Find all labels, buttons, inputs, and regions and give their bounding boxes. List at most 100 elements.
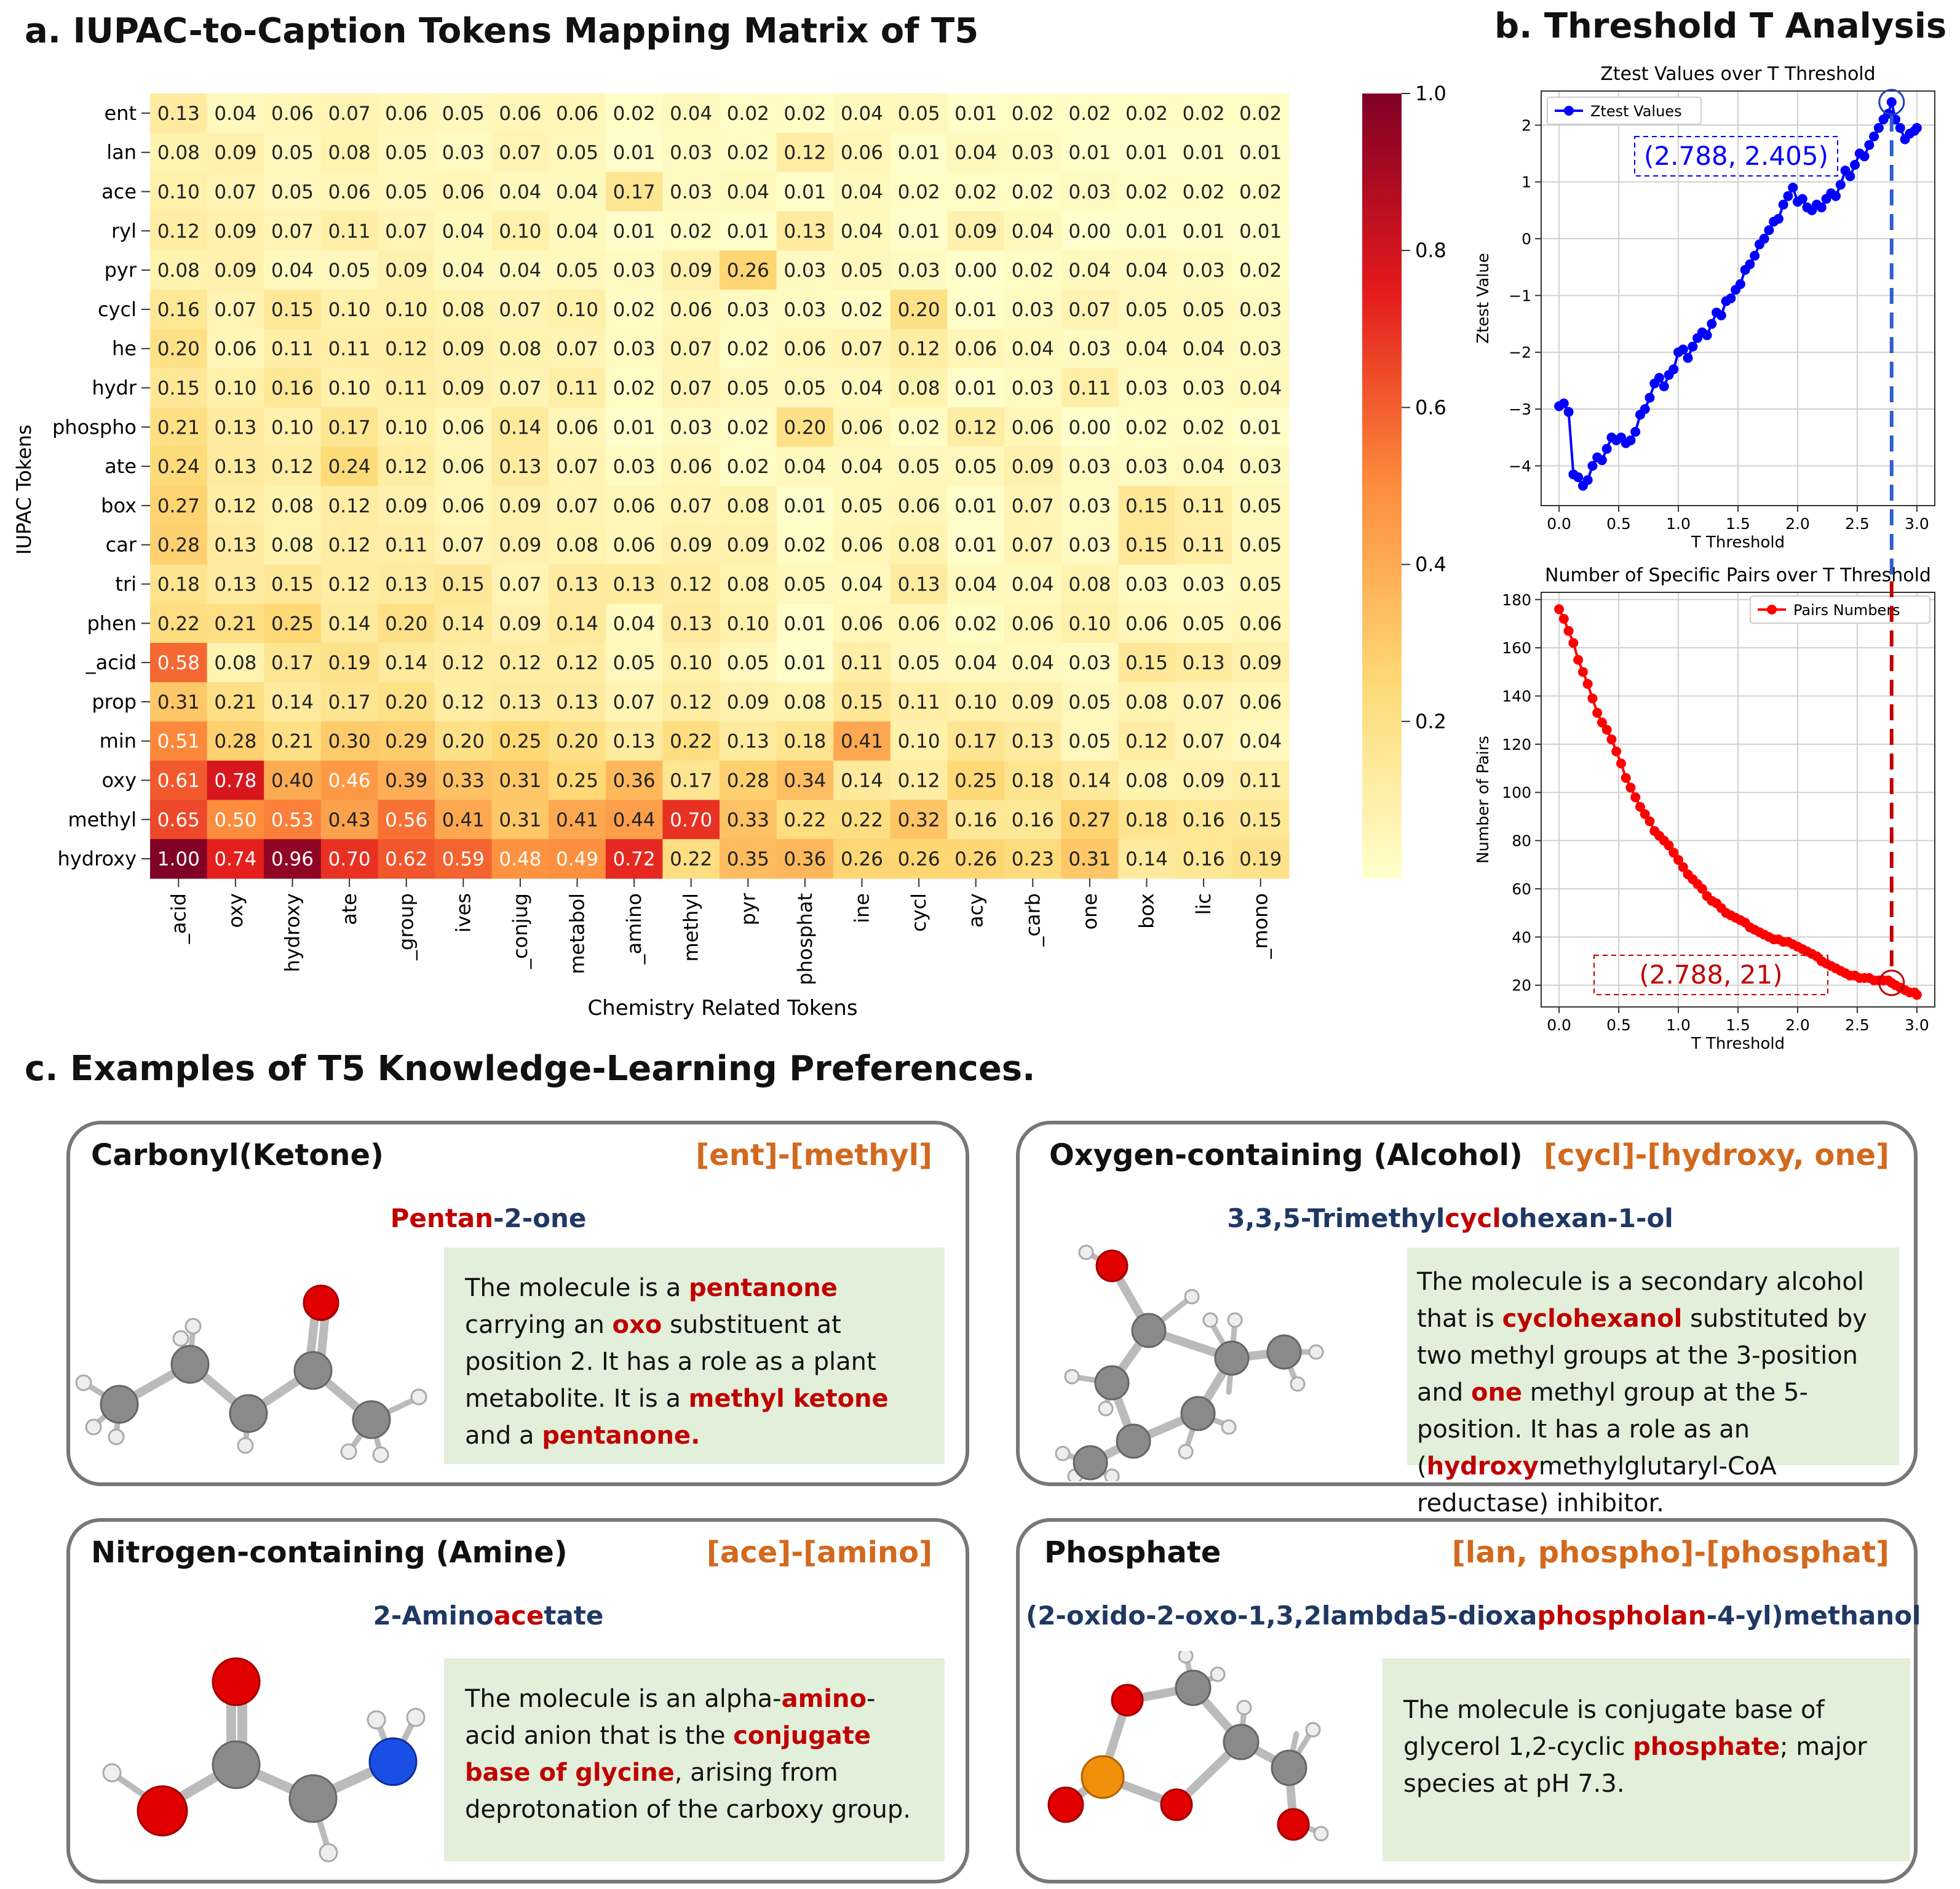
heatmap-cell-value: 0.72 <box>613 848 656 870</box>
heatmap-cell-value: 0.08 <box>898 535 940 557</box>
heatmap-cell <box>1061 682 1119 722</box>
heatmap-cell-value: 0.12 <box>670 574 712 596</box>
heatmap-cell <box>720 290 777 330</box>
heatmap-cell <box>1061 721 1119 762</box>
data-point <box>1891 114 1900 125</box>
heatmap-cell <box>264 172 322 212</box>
heatmap-cell-value: 0.13 <box>1012 731 1054 753</box>
heatmap-cell <box>264 603 322 643</box>
heatmap-cell-value: 0.09 <box>670 535 712 557</box>
heatmap-cell-value: 0.02 <box>784 103 826 125</box>
heatmap-cell-value: 0.15 <box>1125 535 1168 557</box>
highlighted-token: phosphate <box>1633 1733 1780 1761</box>
heatmap-cell <box>1232 132 1290 173</box>
data-point <box>1845 171 1855 181</box>
text-segment: ohexan-1-ol <box>1501 1203 1673 1233</box>
data-point <box>1759 234 1769 244</box>
heatmap-cell-value: 0.07 <box>1068 299 1111 321</box>
heatmap-cell <box>549 603 606 643</box>
heatmap-cell <box>378 132 435 173</box>
data-point <box>1783 191 1793 201</box>
heatmap-cell <box>1232 682 1290 722</box>
data-point <box>1664 840 1674 851</box>
heatmap-cell <box>1175 643 1232 683</box>
heatmap-cell-value: 0.14 <box>328 613 371 635</box>
heatmap-cell-value: 0.09 <box>442 378 485 400</box>
heatmap-cell <box>264 760 322 800</box>
heatmap-cell-value: 0.04 <box>271 260 314 282</box>
heatmap-cell <box>1175 368 1232 408</box>
heatmap-cell <box>605 407 663 447</box>
heatmap-cell <box>435 132 493 173</box>
heatmap-cell-value: 0.02 <box>1239 103 1282 125</box>
heatmap-cell <box>1004 368 1062 408</box>
heatmap-cell <box>662 682 720 722</box>
heatmap-cell-value: 0.03 <box>1068 456 1111 478</box>
heatmap-x-tick-label: _conjug <box>509 893 532 969</box>
heatmap-cell-value: 0.02 <box>1239 181 1282 204</box>
heatmap-y-tick-label: prop <box>92 690 137 714</box>
text-segment: carrying an <box>465 1311 613 1339</box>
plot-frame <box>1541 592 1935 1008</box>
heatmap-cell <box>720 800 777 840</box>
heatmap-cell-value: 0.26 <box>898 848 940 870</box>
data-point <box>1582 475 1593 485</box>
heatmap-cell <box>435 290 493 330</box>
heatmap-cell-value: 0.15 <box>1125 495 1168 517</box>
heatmap-cell-value: 0.14 <box>385 652 427 674</box>
data-point <box>1697 883 1707 894</box>
heatmap-cell-value: 0.11 <box>841 652 883 674</box>
heatmap-cell <box>1061 447 1119 487</box>
heatmap-cell-value: 0.18 <box>1125 809 1168 831</box>
heatmap-cell-value: 0.01 <box>1239 220 1282 242</box>
heatmap-cell <box>833 132 891 173</box>
heatmap-cell-value: 0.04 <box>841 220 883 242</box>
heatmap-cell-value: 0.27 <box>157 495 200 517</box>
heatmap-x-tick-label: _mono <box>1249 893 1272 960</box>
text-segment: The molecule is a secondary alcohol that… <box>1417 1268 1864 1333</box>
legend-marker <box>1564 106 1574 116</box>
heatmap-cell-value: 0.06 <box>1012 613 1054 635</box>
heatmap-cell <box>776 564 834 604</box>
heatmap-cell-value: 0.02 <box>613 103 656 125</box>
heatmap-cell <box>150 643 208 683</box>
heatmap-cell-value: 0.14 <box>841 770 883 792</box>
heatmap-cell-value: 0.04 <box>1068 260 1111 282</box>
heatmap-cell-value: 0.06 <box>1125 613 1168 635</box>
heatmap-cell <box>776 760 834 800</box>
heatmap-cell <box>776 800 834 840</box>
heatmap-cell-value: 0.09 <box>385 495 427 517</box>
heatmap-cell-value: 0.01 <box>613 416 656 439</box>
heatmap-cell-value: 0.24 <box>157 456 200 478</box>
data-point <box>1707 319 1717 329</box>
heatmap-cell-value: 0.05 <box>442 103 485 125</box>
heatmap-cell <box>1061 172 1119 212</box>
heatmap-cell-value: 0.36 <box>784 848 826 870</box>
legend-label: Pairs Numbers <box>1793 602 1900 619</box>
heatmap-cell-value: 0.05 <box>1068 731 1111 753</box>
heatmap-cell-value: 0.01 <box>954 103 997 125</box>
heatmap-cell-value: 0.03 <box>442 142 485 164</box>
heatmap-cell-value: 0.09 <box>214 220 256 242</box>
heatmap-x-tick-label: pyr <box>736 893 760 925</box>
pairs-y-axis-label: Number of Pairs <box>1474 736 1493 864</box>
heatmap-cell <box>378 564 435 604</box>
heatmap-cell-value: 0.05 <box>1239 574 1282 596</box>
x-tick-label: 1.0 <box>1666 515 1691 533</box>
heatmap-cell-value: 0.06 <box>954 338 997 360</box>
heatmap-cell <box>605 603 663 643</box>
heatmap-cell <box>378 328 435 369</box>
heatmap-cell-value: 0.13 <box>499 456 541 478</box>
heatmap-cell-value: 0.04 <box>954 574 997 596</box>
example-card-phosphate: Phosphate [lan, phospho]-[phosphat] (2-o… <box>1016 1518 1921 1883</box>
heatmap-cell-value: 0.41 <box>442 809 485 831</box>
data-point <box>1563 626 1574 636</box>
data-point <box>1625 782 1636 793</box>
heatmap-cell-value: 0.01 <box>784 613 826 635</box>
heatmap-cell-value: 0.17 <box>670 770 712 792</box>
heatmap-cell-value: 0.11 <box>898 691 940 714</box>
heatmap-cell-value: 0.49 <box>556 848 598 870</box>
heatmap-cell <box>720 93 777 133</box>
heatmap-cell-value: 0.01 <box>784 181 826 204</box>
heatmap-cell-value: 0.07 <box>214 181 256 204</box>
